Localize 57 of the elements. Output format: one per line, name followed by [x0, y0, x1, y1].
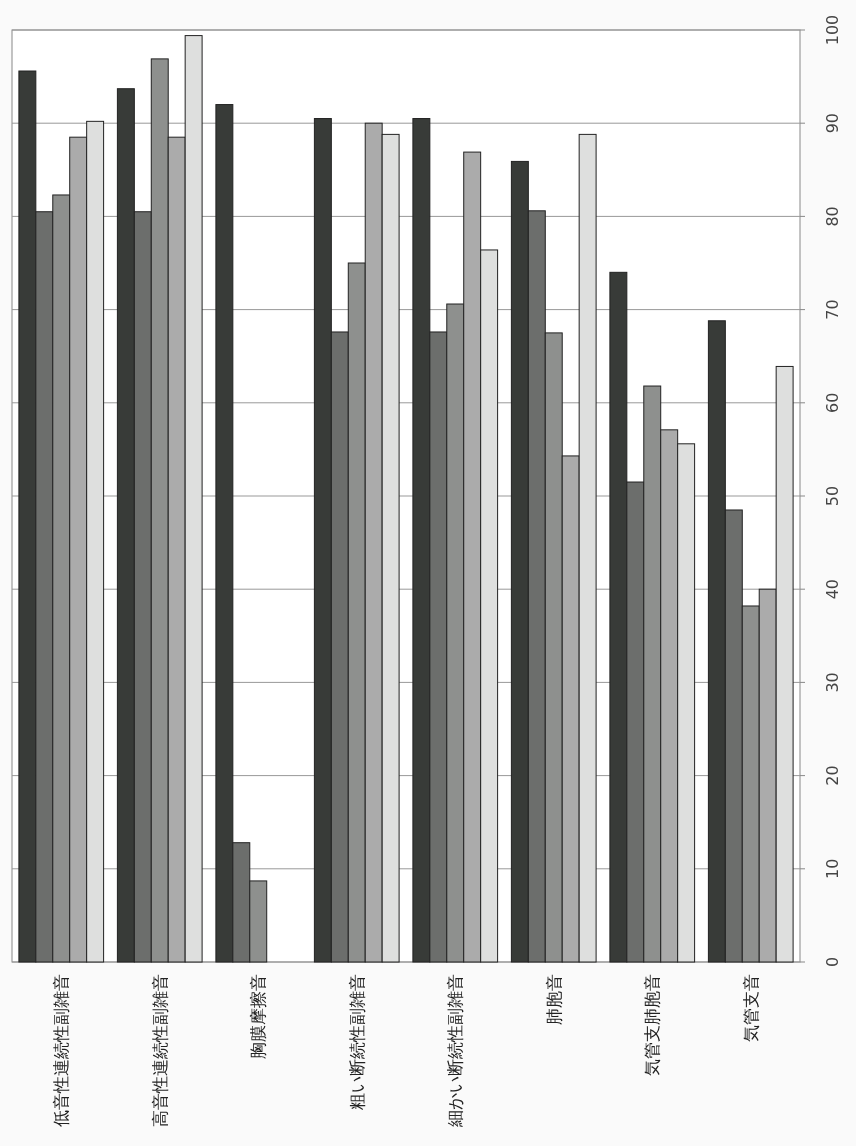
bar [741, 605, 760, 963]
bar [527, 210, 546, 963]
x-tick-label: 気管支肺胞音 [642, 974, 663, 1076]
bar [412, 118, 431, 963]
x-tick-label: 肺胞音 [543, 974, 564, 1025]
bar [167, 136, 186, 963]
y-tick-label: 70 [823, 299, 842, 320]
bar [381, 133, 400, 963]
bar [609, 271, 628, 963]
bar [463, 151, 482, 963]
x-tick-label: 細かい断続性副雑音 [445, 974, 466, 1128]
bar [18, 70, 37, 963]
bar [249, 880, 268, 963]
y-tick-label: 30 [823, 672, 842, 693]
bar [724, 509, 743, 963]
bar [313, 118, 332, 963]
y-tick-label: 40 [823, 579, 842, 600]
bar [707, 320, 726, 963]
y-tick-label: 20 [823, 765, 842, 786]
x-tick-label: 粗い断続性副雑音 [346, 974, 367, 1110]
bar [364, 122, 383, 963]
bar [446, 303, 465, 963]
bar [775, 365, 794, 963]
x-tick-label: 低音性連続性副雑音 [51, 974, 72, 1127]
bar [626, 481, 645, 963]
bar [660, 429, 679, 963]
bar [429, 331, 448, 963]
bar [330, 331, 349, 963]
bar [52, 194, 71, 963]
y-tick-label: 0 [823, 956, 842, 968]
x-tick-label: 気管支音 [740, 974, 761, 1042]
bar [677, 443, 696, 963]
bar [561, 455, 580, 963]
bar [150, 58, 169, 963]
bar [116, 88, 135, 963]
bar [347, 262, 366, 963]
y-tick-label: 80 [823, 206, 842, 227]
bar [758, 588, 777, 963]
bar [133, 211, 152, 963]
bar [69, 136, 88, 963]
y-tick-label: 10 [823, 858, 842, 879]
bar [643, 385, 662, 963]
y-tick-label: 90 [823, 113, 842, 134]
bar [480, 249, 499, 963]
y-tick-label: 100 [823, 14, 842, 46]
y-tick-label: 60 [823, 392, 842, 413]
bar [510, 160, 529, 963]
y-tick-label: 50 [823, 485, 842, 507]
bar [578, 133, 597, 963]
bar [232, 842, 251, 963]
bar [184, 35, 203, 963]
x-tick-label: 胸膜摩擦音 [248, 974, 269, 1059]
bar [35, 211, 54, 963]
x-tick-label: 高音性連続性副雑音 [149, 974, 170, 1127]
bar [544, 332, 563, 963]
bar [215, 104, 234, 963]
bar [86, 120, 105, 963]
